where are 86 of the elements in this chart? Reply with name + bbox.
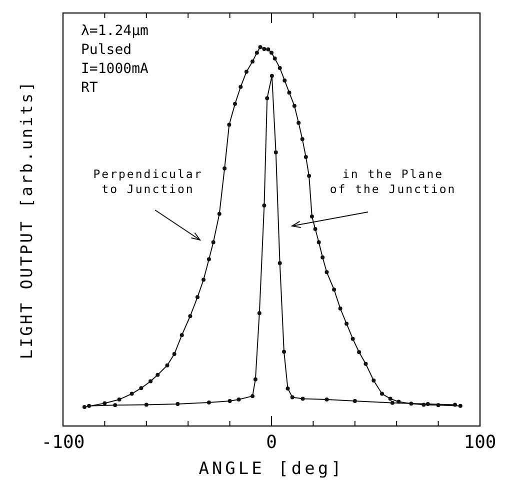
point	[195, 295, 200, 300]
point	[148, 379, 153, 384]
point	[324, 270, 329, 274]
point	[257, 311, 262, 316]
point	[206, 400, 211, 405]
point	[254, 50, 259, 55]
point	[236, 397, 241, 402]
point	[357, 350, 362, 354]
point	[244, 70, 248, 74]
point	[87, 404, 92, 408]
point	[262, 203, 266, 208]
point	[338, 306, 342, 311]
point	[390, 400, 394, 405]
point	[344, 322, 349, 326]
point	[250, 394, 255, 398]
point	[388, 396, 392, 401]
x-tick-label: -100	[41, 432, 85, 453]
point	[270, 50, 274, 55]
point	[180, 333, 184, 338]
point	[290, 395, 294, 400]
point	[217, 212, 222, 216]
y-axis-title: LIGHT OUTPUT [arb.units]	[17, 80, 36, 360]
point	[458, 404, 462, 408]
point	[165, 363, 170, 368]
point	[304, 154, 308, 159]
point	[350, 336, 355, 341]
point	[130, 392, 134, 396]
point	[282, 78, 287, 82]
point	[300, 396, 305, 401]
x-tick-label: 0	[266, 432, 277, 453]
point	[253, 377, 258, 382]
point	[222, 166, 227, 170]
point	[307, 174, 312, 178]
point	[206, 257, 211, 262]
point	[82, 405, 86, 410]
point	[352, 398, 357, 403]
point	[274, 150, 278, 154]
annotation: in the Plane of the Junction	[330, 167, 456, 196]
point	[139, 386, 144, 390]
point	[292, 104, 296, 108]
point	[233, 102, 238, 106]
point	[188, 314, 192, 318]
point	[296, 120, 301, 125]
annotation: Pulsed	[81, 42, 132, 58]
point	[266, 47, 270, 52]
point	[250, 60, 255, 64]
point	[113, 403, 118, 408]
point	[211, 240, 216, 244]
point	[202, 278, 206, 282]
point	[332, 288, 336, 292]
point	[172, 352, 176, 356]
point	[278, 261, 282, 266]
annotation: Perpendicular to Junction	[93, 167, 203, 196]
point	[324, 397, 329, 402]
point	[265, 96, 270, 100]
x-axis-title: ANGLE [deg]	[198, 459, 344, 479]
point	[316, 240, 321, 244]
point	[258, 45, 262, 50]
text: λ=1.24μm	[81, 23, 148, 39]
point	[238, 84, 243, 89]
point	[262, 46, 266, 51]
point	[452, 402, 457, 407]
point	[156, 372, 160, 377]
point	[364, 362, 368, 366]
point	[372, 378, 376, 383]
point	[176, 402, 180, 406]
point	[102, 401, 107, 406]
point	[287, 90, 292, 95]
annotation: I=1000mA	[81, 61, 149, 77]
point	[426, 402, 430, 406]
point	[228, 398, 232, 403]
point	[270, 74, 274, 78]
point	[300, 137, 304, 142]
x-tick-label: 100	[464, 432, 496, 453]
point	[227, 122, 232, 127]
point	[272, 56, 277, 60]
point	[310, 214, 314, 218]
point	[117, 397, 122, 402]
point	[380, 392, 384, 396]
point	[282, 350, 286, 354]
point	[313, 226, 318, 231]
point	[144, 402, 148, 407]
annotation: RT	[81, 80, 98, 96]
point	[286, 386, 290, 390]
point	[320, 255, 325, 260]
point	[278, 66, 282, 70]
